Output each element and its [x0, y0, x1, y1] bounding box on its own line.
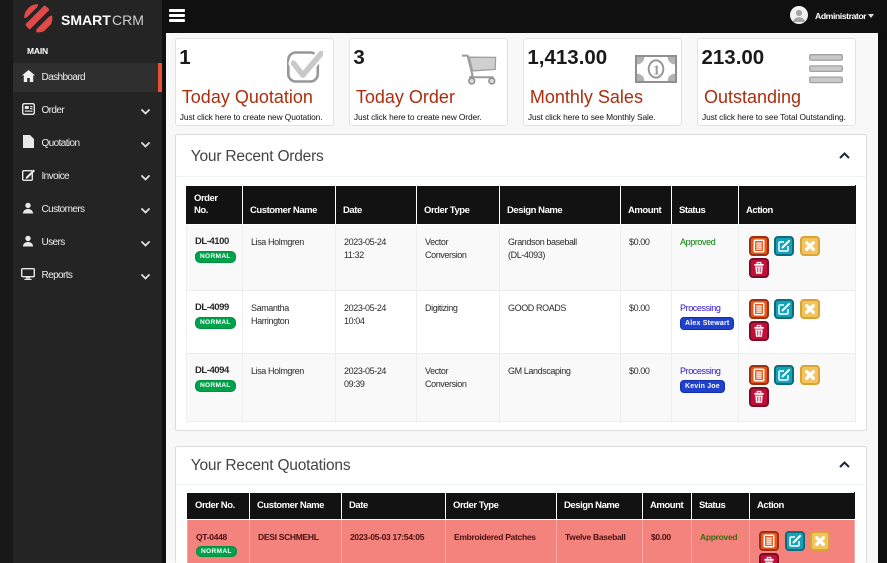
svg-text:1: 1 [653, 63, 660, 78]
